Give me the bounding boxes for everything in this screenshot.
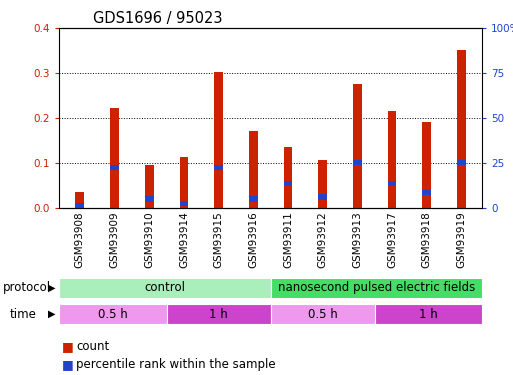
Bar [422,190,431,195]
Text: control: control [144,281,185,294]
Text: ■: ■ [62,340,73,353]
Bar [388,111,397,208]
Bar [59,278,270,298]
Text: protocol: protocol [3,281,51,294]
Bar [374,304,482,324]
Text: 0.5 h: 0.5 h [98,308,128,321]
Bar [388,181,397,186]
Bar [271,278,482,298]
Bar [145,165,153,208]
Text: ▶: ▶ [48,309,55,319]
Bar [422,122,431,208]
Text: 1 h: 1 h [419,308,438,321]
Bar [318,159,327,208]
Bar [284,147,292,208]
Bar [180,157,188,208]
Bar [249,196,258,202]
Bar [145,196,153,202]
Bar [110,108,119,208]
Bar [457,159,466,165]
Text: count: count [76,340,109,353]
Bar [59,304,167,324]
Bar [318,194,327,200]
Bar [214,72,223,208]
Text: ■: ■ [62,358,73,371]
Bar [180,201,188,206]
Text: 1 h: 1 h [209,308,228,321]
Bar [284,181,292,186]
Bar [353,84,362,208]
Text: GDS1696 / 95023: GDS1696 / 95023 [93,10,222,26]
Text: 0.5 h: 0.5 h [308,308,338,321]
Bar [249,131,258,208]
Bar [75,192,84,208]
Bar [75,203,84,208]
Text: nanosecond pulsed electric fields: nanosecond pulsed electric fields [278,281,475,294]
Bar [214,165,223,170]
Bar [353,159,362,165]
Bar [167,304,271,324]
Bar [110,165,119,170]
Text: percentile rank within the sample: percentile rank within the sample [76,358,275,371]
Text: ▶: ▶ [48,283,55,293]
Text: time: time [9,308,36,321]
Bar [271,304,374,324]
Bar [457,50,466,208]
